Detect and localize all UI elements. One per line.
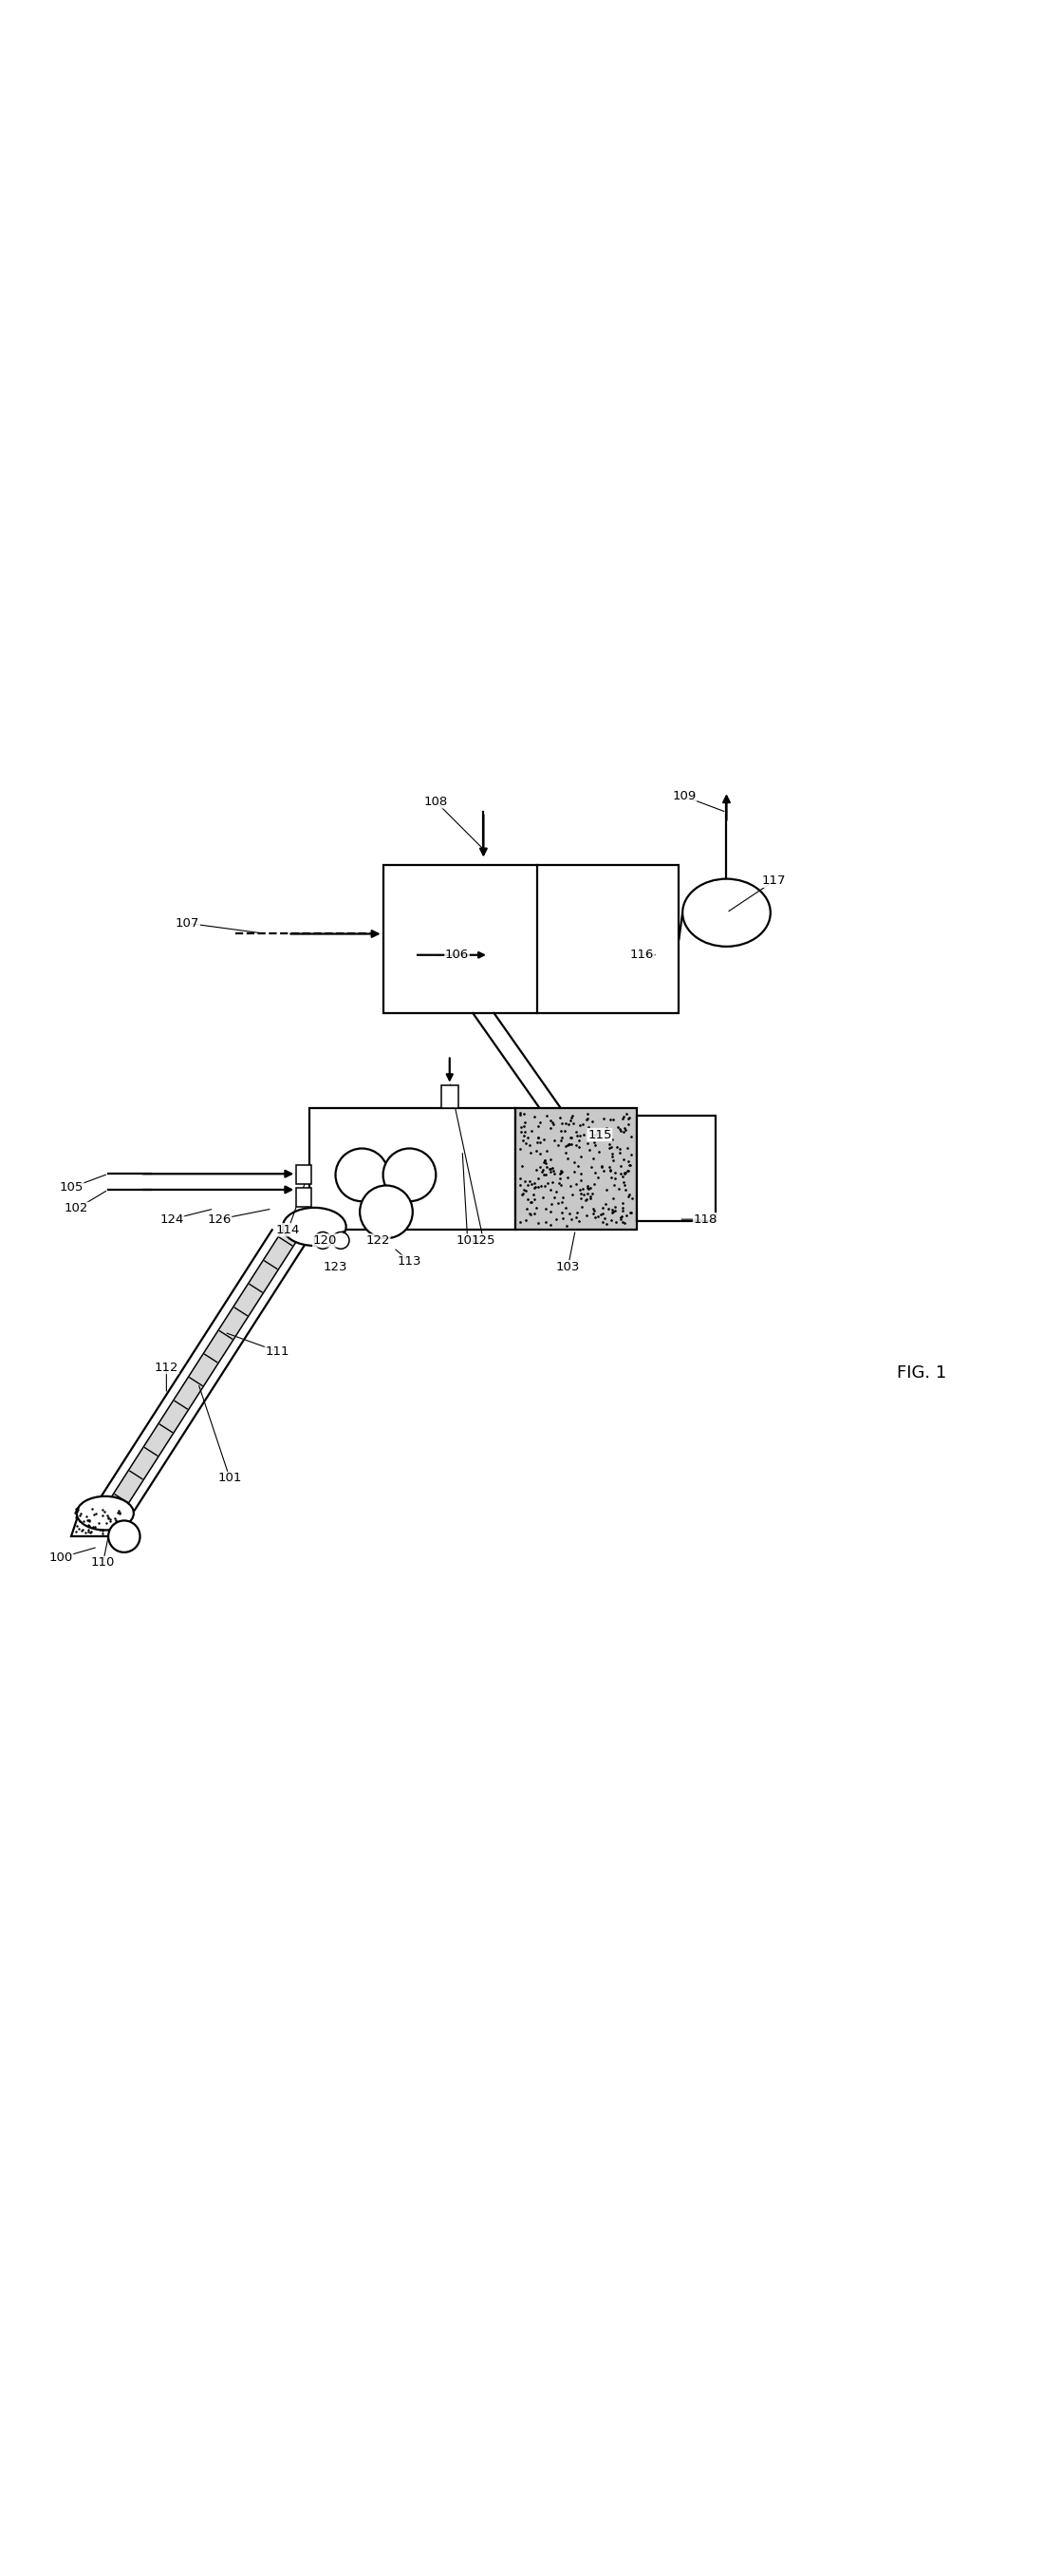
Text: 107: 107	[175, 917, 200, 930]
Text: 101: 101	[218, 1471, 242, 1484]
Text: 100: 100	[49, 1551, 72, 1564]
Text: 103: 103	[555, 1260, 580, 1273]
Text: 122: 122	[365, 1234, 390, 1247]
Bar	[383, 866, 679, 1012]
Text: FIG. 1: FIG. 1	[897, 1365, 947, 1381]
Text: 115: 115	[587, 1128, 612, 1141]
Bar	[309, 1108, 515, 1229]
Circle shape	[314, 1231, 331, 1249]
Text: 113: 113	[397, 1255, 422, 1267]
Circle shape	[332, 1231, 349, 1249]
Text: 112: 112	[154, 1360, 178, 1373]
Text: 118: 118	[693, 1213, 718, 1226]
Circle shape	[383, 1149, 435, 1200]
Circle shape	[108, 1520, 140, 1553]
Text: 124: 124	[159, 1213, 184, 1226]
Text: 110: 110	[91, 1556, 115, 1569]
Bar	[515, 1108, 637, 1229]
Ellipse shape	[683, 878, 770, 945]
Bar	[441, 1084, 458, 1108]
Bar	[296, 1188, 311, 1206]
Circle shape	[360, 1185, 413, 1239]
Ellipse shape	[282, 1208, 346, 1247]
Text: 120: 120	[313, 1234, 337, 1247]
Text: 116: 116	[630, 948, 654, 961]
Text: 109: 109	[672, 791, 697, 804]
Text: 117: 117	[761, 876, 786, 886]
Circle shape	[336, 1149, 389, 1200]
Text: 104: 104	[456, 1234, 480, 1247]
Polygon shape	[103, 1229, 304, 1510]
Text: 102: 102	[65, 1203, 88, 1216]
Text: 105: 105	[59, 1182, 83, 1193]
Text: 125: 125	[472, 1234, 496, 1247]
Bar	[637, 1115, 716, 1221]
Text: 126: 126	[207, 1213, 232, 1226]
Text: 114: 114	[276, 1224, 299, 1236]
Bar	[296, 1164, 311, 1185]
Polygon shape	[71, 1504, 124, 1535]
Text: 106: 106	[445, 948, 469, 961]
Text: 111: 111	[266, 1345, 290, 1358]
Text: 108: 108	[424, 796, 448, 809]
Text: 123: 123	[324, 1260, 347, 1273]
Ellipse shape	[76, 1497, 134, 1530]
